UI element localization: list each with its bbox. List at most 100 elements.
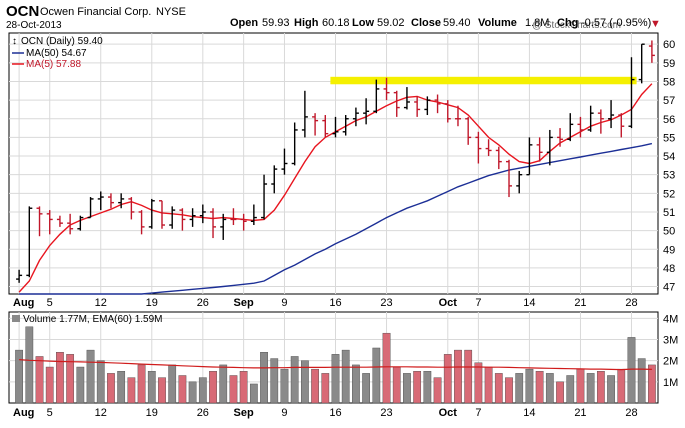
ohlc-bar bbox=[169, 206, 176, 229]
volume-bar bbox=[66, 354, 75, 404]
volume-x-tick: 16 bbox=[329, 407, 341, 419]
volume-bar bbox=[362, 373, 370, 404]
price-vertical-grid bbox=[18, 33, 632, 294]
legend-volume: Volume 1.77M, EMA(60) 1.59M bbox=[23, 314, 163, 325]
legend-volume-swatch bbox=[12, 315, 20, 322]
volume-bar bbox=[494, 373, 503, 404]
ohlc-bar bbox=[495, 146, 502, 170]
ohlc-bar bbox=[46, 210, 53, 235]
volume-bar bbox=[403, 373, 411, 404]
volume-bar bbox=[137, 364, 146, 404]
volume-bar bbox=[229, 375, 238, 404]
ohlc-bar bbox=[608, 100, 615, 129]
ohlc-bar bbox=[301, 90, 308, 138]
volume-bar bbox=[270, 358, 279, 404]
volume-bar bbox=[596, 371, 605, 404]
ohlc-bar bbox=[199, 204, 206, 224]
ohlc-bar bbox=[291, 122, 298, 166]
price-x-tick: Aug bbox=[13, 297, 34, 309]
ohlc-bar bbox=[363, 98, 370, 125]
volume-bar bbox=[525, 368, 534, 404]
price-x-axis: Aug 5 12 19 26 Sep 9 16 23 Oct 7 14 21 28 bbox=[13, 297, 638, 309]
volume-bar bbox=[484, 366, 493, 404]
price-y-tick: 54 bbox=[663, 151, 675, 163]
price-x-tick: 14 bbox=[523, 297, 535, 309]
ohlc-bar bbox=[67, 213, 74, 235]
ohlc-bar bbox=[118, 193, 125, 209]
open-value: 59.93 bbox=[262, 17, 290, 29]
ohlc-bar bbox=[444, 100, 451, 123]
volume-ema-line bbox=[19, 359, 652, 371]
volume-x-tick: 9 bbox=[281, 407, 287, 419]
volume-bar bbox=[15, 349, 23, 404]
volume-x-tick: 14 bbox=[523, 407, 535, 419]
volume-bar bbox=[586, 373, 595, 404]
company-name: Ocwen Financial Corp. bbox=[40, 6, 151, 18]
price-y-tick: 55 bbox=[663, 132, 675, 144]
volume-bar bbox=[637, 358, 646, 404]
ohlc-bar bbox=[373, 79, 380, 114]
ohlc-bar bbox=[87, 197, 94, 219]
price-x-tick: 9 bbox=[281, 297, 287, 309]
low-value: 59.02 bbox=[377, 17, 405, 29]
price-y-tick: 48 bbox=[663, 263, 675, 275]
ohlc-bar bbox=[332, 116, 339, 138]
volume-bar bbox=[352, 364, 360, 404]
volume-bar bbox=[56, 352, 64, 404]
ohlc-bar bbox=[179, 208, 186, 231]
volume-bar bbox=[464, 349, 473, 404]
price-grid bbox=[9, 43, 658, 288]
ohlc-bar bbox=[587, 105, 594, 132]
price-y-tick: 58 bbox=[663, 76, 675, 88]
ma50-line bbox=[19, 142, 653, 295]
exchange-name: NYSE bbox=[156, 6, 186, 18]
volume-bar bbox=[35, 356, 44, 404]
ohlc-bar bbox=[138, 210, 145, 235]
ohlc-bar bbox=[210, 208, 217, 239]
ohlc-bar bbox=[485, 139, 492, 157]
ohlc-bar bbox=[577, 116, 584, 138]
price-x-tick: 28 bbox=[625, 297, 637, 309]
volume-bar bbox=[627, 337, 636, 404]
volume-x-tick: 21 bbox=[574, 407, 586, 419]
volume-bar bbox=[648, 364, 656, 404]
volume-bar bbox=[576, 368, 585, 404]
legend-ma5: MA(5) 57.88 bbox=[26, 59, 81, 70]
price-y-tick: 49 bbox=[663, 244, 675, 256]
ohlc-bar bbox=[261, 174, 268, 220]
volume-bar bbox=[515, 373, 524, 404]
volume-bar bbox=[219, 364, 228, 404]
volume-bar bbox=[423, 371, 432, 404]
volume-bar bbox=[260, 352, 268, 404]
volume-bar bbox=[239, 371, 248, 404]
ohlc-bar bbox=[383, 77, 390, 101]
volume-bar bbox=[331, 354, 340, 404]
volume-x-tick: 7 bbox=[475, 407, 481, 419]
volume-bar bbox=[127, 377, 136, 404]
open-label: Open bbox=[230, 17, 258, 29]
volume-bar bbox=[311, 368, 319, 404]
ohlc-bar bbox=[16, 269, 23, 283]
price-y-axis: 47 48 49 50 51 52 53 54 55 56 57 58 59 60 bbox=[663, 39, 675, 293]
resistance-highlight bbox=[330, 76, 637, 85]
volume-bar bbox=[545, 373, 554, 404]
ohlc-bar bbox=[546, 129, 553, 166]
volume-bar bbox=[147, 371, 156, 404]
price-y-tick: 59 bbox=[663, 58, 675, 70]
volume-bar bbox=[158, 377, 166, 404]
ohlc-bar bbox=[526, 137, 533, 176]
low-label: Low bbox=[352, 17, 374, 29]
volume-bar bbox=[188, 381, 197, 404]
ohlc-bar bbox=[393, 90, 400, 117]
volume-y-tick: 4M bbox=[663, 313, 678, 325]
volume-bars bbox=[15, 326, 656, 404]
ohlc-bar bbox=[352, 107, 359, 127]
volume-x-tick: 5 bbox=[47, 407, 53, 419]
legend-ma50: MA(50) 54.67 bbox=[26, 48, 87, 59]
chg-value: -0.57 (-0.95%) bbox=[581, 17, 651, 29]
volume-y-tick: 1M bbox=[663, 377, 678, 389]
volume-x-tick: 12 bbox=[95, 407, 107, 419]
price-legend: ↕ OCN (Daily) 59.40 MA(50) 54.67 MA(5) 5… bbox=[12, 36, 103, 70]
chart-date: 28-Oct-2013 bbox=[6, 20, 62, 31]
ohlc-bar bbox=[36, 206, 43, 237]
